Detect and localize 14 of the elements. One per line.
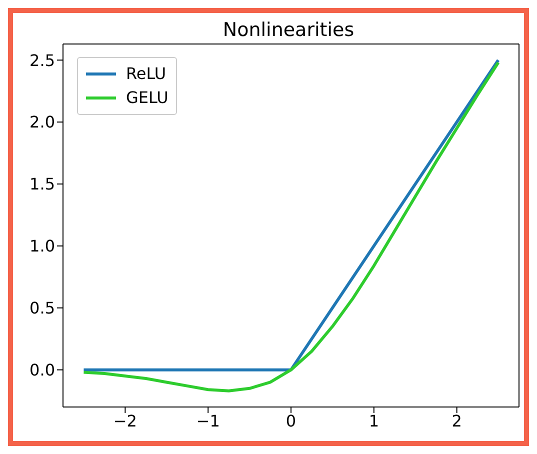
x-tick-label: 1 [368, 411, 380, 430]
y-tick-label: 1.0 [30, 236, 55, 256]
y-tick-label: 0.5 [30, 298, 55, 318]
y-tick-label: 0.0 [30, 360, 55, 380]
x-tick-label: −2 [113, 411, 137, 430]
y-tick-label: 1.5 [30, 174, 55, 194]
chart-title: Nonlinearities [222, 19, 356, 41]
legend-label: ReLU [126, 63, 166, 85]
x-tick-label: 0 [286, 411, 296, 430]
x-tick-label: −1 [196, 411, 220, 430]
legend-label: GELU [126, 87, 168, 109]
y-tick-label: 2.5 [30, 50, 55, 70]
y-tick-label: 2.0 [30, 112, 55, 132]
x-tick-label: 2 [452, 411, 462, 430]
